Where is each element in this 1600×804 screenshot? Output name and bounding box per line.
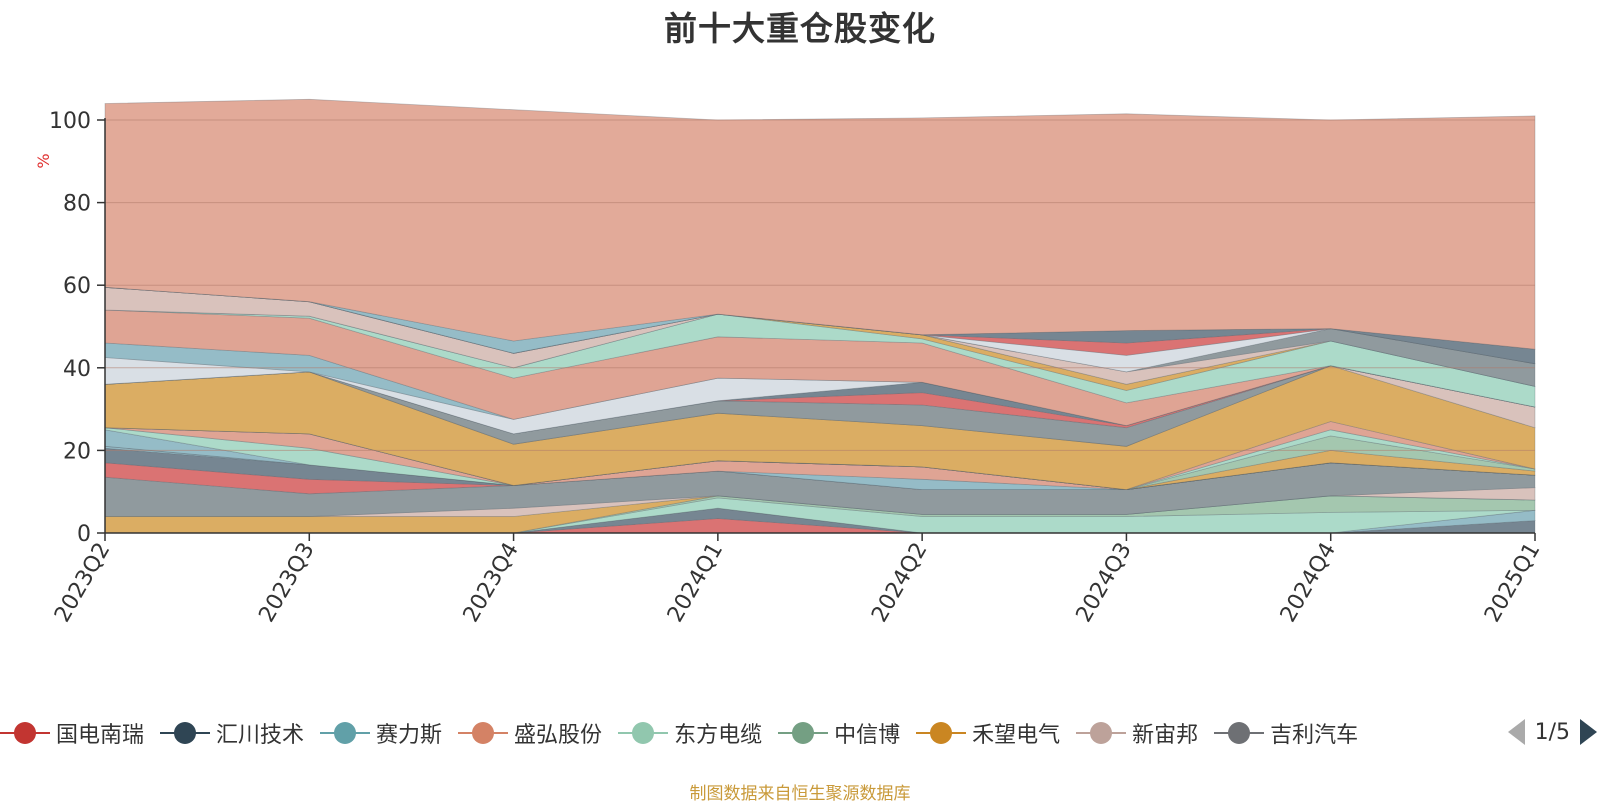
y-tick-label-1: 20 [63,439,91,464]
y-tick-label-5: 100 [49,109,91,134]
legend-label: 禾望电气 [972,723,1061,748]
y-tick-label-3: 60 [63,274,91,299]
legend-marker-icon [1214,722,1265,744]
chart-legend: 国电南瑞 汇川技术 赛力斯 盛弘股份 东方电缆 中信博 禾望电气 新宙邦 吉利汽车 [0,716,1600,750]
y-tick-label-2: 40 [63,357,91,382]
areas-layer [104,98,1536,534]
area-series-30 [104,286,1536,387]
legend-label: 盛弘股份 [514,723,603,748]
grid-layer [105,119,1535,451]
legend-label: 赛力斯 [376,723,443,748]
legend-item-5[interactable]: 中信博 [778,717,900,749]
x-tick-label-0: 2023Q2 [50,539,115,627]
legend-item-0[interactable]: 国电南瑞 [0,717,144,749]
legend-marker-icon [160,722,211,744]
triangle-left-icon [1507,719,1525,745]
y-axis-unit-label: % [34,153,53,168]
area-series-4 [105,495,1536,534]
triangle-right-icon [1580,719,1597,745]
source-note: 制图数据来自恒生聚源数据库 [689,784,911,804]
legend-item-8[interactable]: 吉利汽车 [1214,717,1358,749]
area-series-33 [104,286,1536,365]
legend-label: 汇川技术 [216,723,305,748]
y-tick-label-4: 80 [63,192,91,217]
area-series-35 [104,98,1536,350]
legend-marker-icon [1076,722,1127,744]
legend-prev-button[interactable] [1505,716,1527,748]
legend-item-3[interactable]: 盛弘股份 [458,717,602,749]
legend-marker-icon [320,722,371,744]
x-tick-label-3: 2024Q1 [663,539,728,627]
legend-label: 中信博 [834,723,901,748]
area-series-27 [104,309,1536,408]
legend-marker-icon [916,722,967,744]
stacked-area-chart: 0 20 40 60 80 100 2023Q2 2023Q3 2023Q4 2024Q1 2024… [34,98,1545,627]
legend-marker-icon [618,722,669,744]
x-tick-label-5: 2024Q3 [1072,539,1137,627]
legend-marker-icon [0,722,50,744]
x-tick-label-4: 2024Q2 [867,539,932,627]
legend-marker-icon [458,722,509,744]
legend-label: 吉利汽车 [1270,723,1359,748]
legend-item-6[interactable]: 禾望电气 [916,717,1060,749]
x-tick-label-6: 2024Q4 [1276,539,1341,627]
legend-page-indicator: 1/5 [1534,719,1570,745]
legend-label: 国电南瑞 [56,723,145,748]
legend-label: 东方电缆 [674,723,763,748]
legend-item-2[interactable]: 赛力斯 [320,717,442,749]
legend-item-1[interactable]: 汇川技术 [160,717,304,749]
x-tick-label-2: 2023Q4 [459,539,524,627]
chart-title: 前十大重仓股变化 [664,9,936,48]
legend-item-4[interactable]: 东方电缆 [618,717,762,749]
legend-next-button[interactable] [1578,716,1600,748]
legend-marker-icon [778,722,829,744]
y-tick-label-0: 0 [77,522,91,547]
legend-label: 新宙邦 [1132,723,1199,748]
x-tick-label-7: 2025Q1 [1480,539,1545,627]
area-series-29 [104,286,1536,387]
legend-pager: 1/5 [1480,712,1600,752]
legend-item-7[interactable]: 新宙邦 [1076,717,1198,749]
x-tick-label-1: 2023Q3 [254,539,319,627]
